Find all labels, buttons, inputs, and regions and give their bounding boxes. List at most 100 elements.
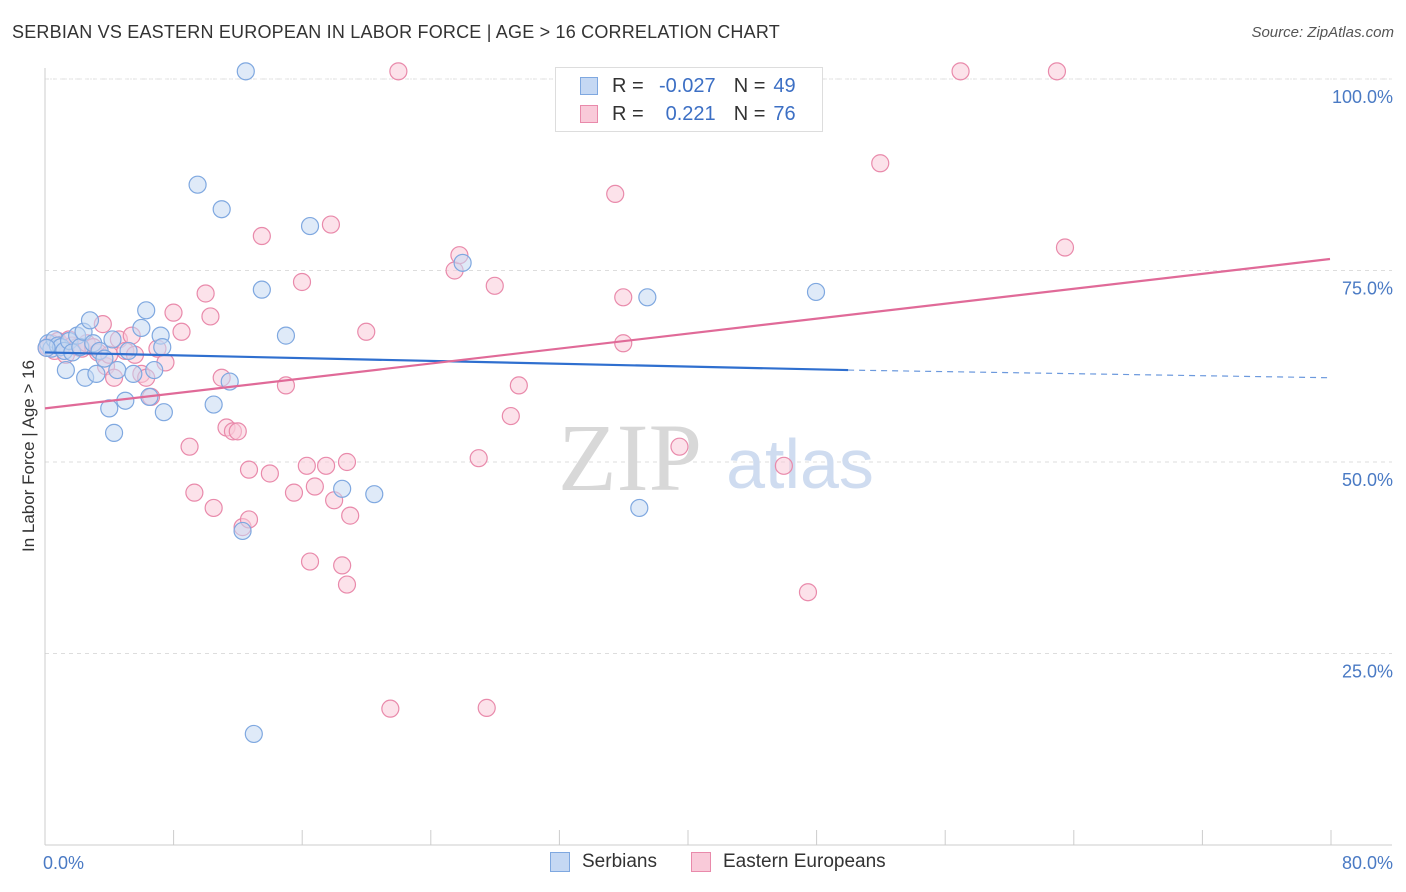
x-tick-label: 80.0% (1342, 853, 1393, 873)
eastern-europeans-point (204, 498, 223, 518)
serbians-point (188, 175, 207, 194)
eastern-europeans-point (252, 226, 271, 246)
eastern-europeans-point (321, 215, 341, 234)
serbians-point (204, 395, 223, 414)
eastern-europeans-point (357, 322, 376, 341)
eastern-europeans-point (469, 449, 488, 468)
eastern-europeans-point (201, 307, 220, 326)
serbians-point (638, 288, 657, 307)
eastern-europeans-point (337, 452, 357, 472)
serbians-point (276, 326, 296, 345)
serbians-point (56, 360, 75, 380)
eastern-europeans-point (1055, 238, 1075, 257)
legend-r-label: R = (612, 74, 644, 97)
eastern-europeans-point (228, 422, 247, 441)
eastern-europeans-point (172, 322, 191, 341)
eastern-europeans-point (477, 698, 496, 717)
axes (44, 68, 1392, 846)
series-legend: Serbians Eastern Europeans (0, 851, 1406, 879)
eastern-europeans-point (292, 272, 312, 292)
legend-swatch-serbians (580, 77, 598, 95)
eastern-europeans-point (297, 456, 316, 475)
eastern-europeans-point (164, 303, 183, 322)
eastern-europeans-point (300, 552, 320, 571)
serbians-point (104, 423, 124, 442)
chart-title: SERBIAN VS EASTERN EUROPEAN IN LABOR FOR… (12, 22, 780, 42)
eastern-europeans-point (670, 437, 689, 456)
eastern-europeans-point (798, 583, 818, 602)
legend-row-serbians: R = -0.027 N = 49 (580, 72, 796, 100)
legend-r-value: 0.221 (665, 102, 716, 125)
eastern-europeans-point (180, 437, 199, 456)
eastern-europeans-trend-line (44, 257, 1331, 410)
eastern-europeans-point (871, 154, 890, 173)
serbians-point (252, 280, 271, 299)
serbians-point (137, 301, 156, 320)
legend-label-serbians: Serbians (582, 851, 657, 872)
serbians-point (300, 216, 320, 236)
legend-swatch-eastern-europeans (691, 852, 711, 872)
eastern-europeans-point (614, 288, 633, 307)
eastern-europeans-point (1047, 62, 1067, 81)
eastern-europeans-point (606, 184, 625, 203)
eastern-europeans-point (341, 506, 360, 525)
legend-n-label: N = (733, 74, 766, 97)
serbians-point (132, 318, 151, 338)
serbians-point (333, 479, 352, 498)
legend-r-label: R = (612, 102, 644, 125)
serbians-point (87, 364, 106, 384)
serbians-point (103, 330, 122, 349)
legend-n-value: 49 (773, 74, 796, 97)
y-axis-label: In Labor Force | Age > 16 (19, 360, 38, 552)
serbians-point (37, 338, 56, 357)
serbians-point (244, 724, 263, 744)
serbians-point (124, 364, 143, 384)
serbians-points (37, 62, 826, 744)
serbians-point (80, 311, 100, 330)
source-label: Source: ZipAtlas.com (1251, 24, 1394, 41)
legend-item-serbians: Serbians (550, 851, 657, 873)
legend-swatch-serbians (550, 852, 570, 872)
y-tick-label: 100.0% (1332, 87, 1393, 107)
serbians-point (233, 521, 252, 541)
legend-row-eastern-europeans: R = 0.221 N = 76 (580, 100, 796, 128)
tick-labels: 25.0% 50.0% 75.0% 100.0% 0.0% 80.0% (43, 87, 1393, 873)
legend-label-eastern-europeans: Eastern Europeans (723, 851, 886, 872)
y-tick-label: 25.0% (1342, 662, 1393, 682)
serbians-point (365, 485, 384, 504)
legend-item-eastern-europeans: Eastern Europeans (691, 851, 886, 873)
eastern-europeans-point (196, 284, 215, 303)
y-tick-label: 75.0% (1342, 279, 1393, 299)
eastern-europeans-point (614, 334, 633, 353)
y-tick-label: 50.0% (1342, 470, 1393, 490)
x-tick-label: 0.0% (43, 853, 84, 873)
eastern-europeans-points (37, 62, 1075, 718)
eastern-europeans-point (333, 556, 352, 575)
serbians-point (236, 62, 255, 81)
eastern-europeans-point (239, 460, 259, 479)
eastern-europeans-point (485, 276, 504, 295)
serbians-point (108, 360, 127, 380)
eastern-europeans-point (381, 699, 400, 718)
eastern-europeans-point (260, 464, 279, 483)
eastern-europeans-point (284, 483, 304, 502)
eastern-europeans-point (185, 483, 204, 502)
serbians-point (153, 338, 172, 357)
eastern-europeans-point (501, 406, 520, 426)
watermark-atlas: atlas (726, 425, 874, 503)
serbians-trend-extension (848, 369, 1331, 379)
serbians-point (145, 360, 164, 380)
legend-r-value: -0.027 (658, 74, 716, 97)
serbians-point (119, 341, 138, 361)
eastern-europeans-point (337, 575, 357, 594)
eastern-europeans-point (316, 456, 336, 475)
watermark-zip: ZIP (558, 404, 702, 511)
serbians-point (806, 282, 826, 302)
legend-n-value: 76 (773, 102, 796, 125)
serbians-point (630, 498, 649, 518)
eastern-europeans-point (951, 62, 970, 81)
serbians-point (453, 253, 472, 272)
trend-lines (44, 257, 1331, 410)
eastern-europeans-point (389, 62, 408, 81)
